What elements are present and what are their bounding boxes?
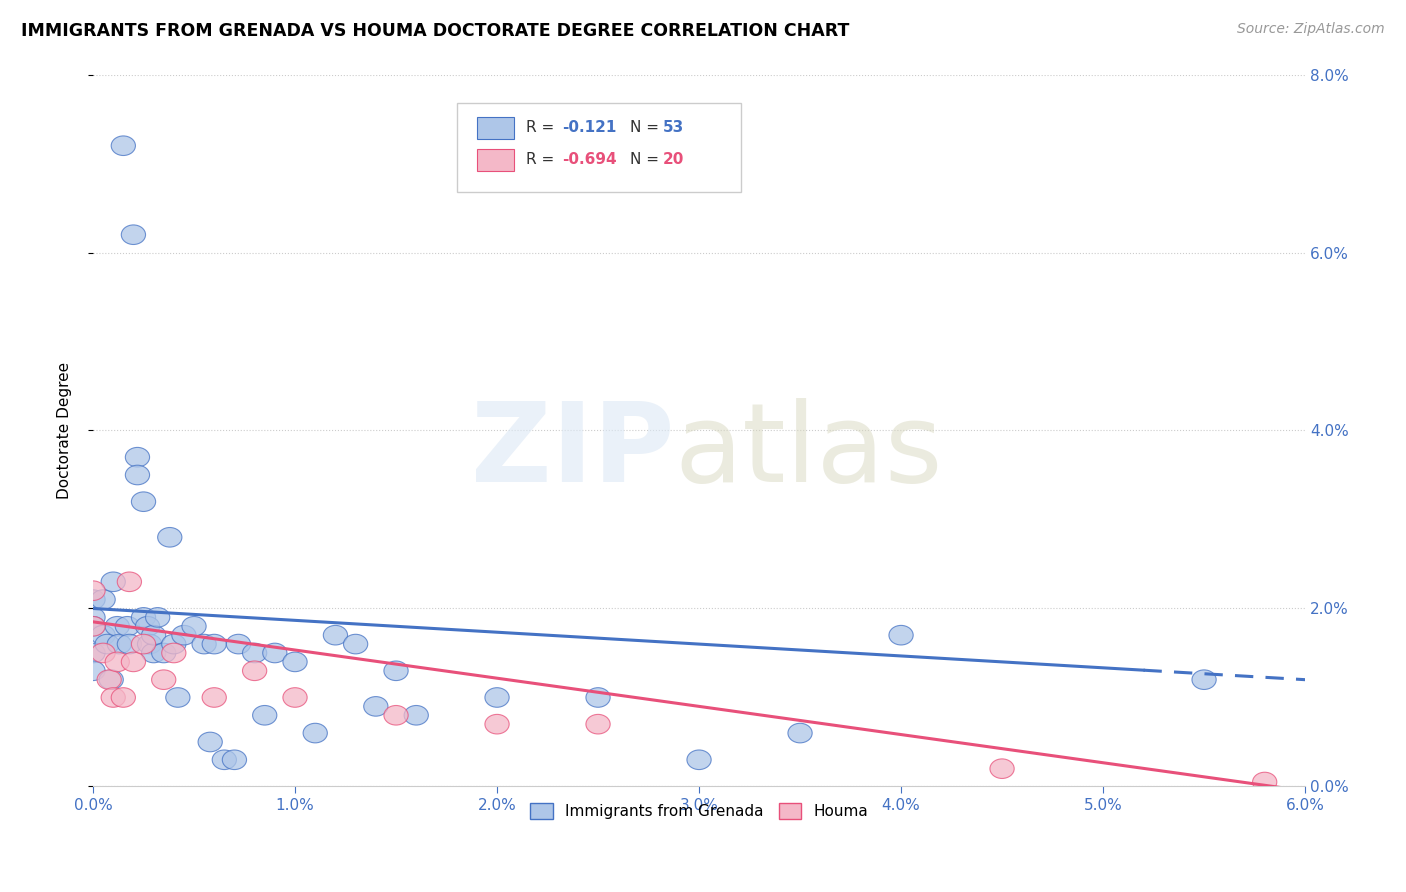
Ellipse shape (212, 750, 236, 770)
Ellipse shape (990, 759, 1014, 779)
Text: R =: R = (526, 120, 558, 136)
Text: atlas: atlas (675, 399, 943, 506)
Ellipse shape (96, 634, 120, 654)
Ellipse shape (135, 616, 160, 636)
Text: R =: R = (526, 153, 558, 168)
Legend: Immigrants from Grenada, Houma: Immigrants from Grenada, Houma (523, 797, 875, 825)
Ellipse shape (125, 466, 149, 484)
FancyBboxPatch shape (477, 149, 513, 170)
Ellipse shape (202, 688, 226, 707)
Ellipse shape (404, 706, 429, 725)
Ellipse shape (181, 616, 207, 636)
Ellipse shape (82, 643, 105, 663)
Ellipse shape (242, 661, 267, 681)
Ellipse shape (82, 581, 105, 600)
Text: Source: ZipAtlas.com: Source: ZipAtlas.com (1237, 22, 1385, 37)
Ellipse shape (142, 625, 166, 645)
Ellipse shape (125, 448, 149, 467)
Ellipse shape (131, 491, 156, 511)
Ellipse shape (82, 661, 105, 681)
Ellipse shape (198, 732, 222, 752)
Ellipse shape (283, 652, 307, 672)
Text: IMMIGRANTS FROM GRENADA VS HOUMA DOCTORATE DEGREE CORRELATION CHART: IMMIGRANTS FROM GRENADA VS HOUMA DOCTORA… (21, 22, 849, 40)
Ellipse shape (138, 634, 162, 654)
Ellipse shape (222, 750, 246, 770)
Ellipse shape (98, 670, 124, 690)
Ellipse shape (82, 607, 105, 627)
Ellipse shape (111, 688, 135, 707)
Ellipse shape (115, 616, 139, 636)
Ellipse shape (1253, 772, 1277, 792)
Text: -0.694: -0.694 (562, 153, 617, 168)
Ellipse shape (101, 572, 125, 591)
FancyBboxPatch shape (477, 117, 513, 138)
Ellipse shape (152, 670, 176, 690)
Ellipse shape (1192, 670, 1216, 690)
Ellipse shape (97, 670, 121, 690)
Ellipse shape (787, 723, 813, 743)
Text: ZIP: ZIP (471, 399, 675, 506)
Ellipse shape (162, 634, 186, 654)
Text: -0.121: -0.121 (562, 120, 616, 136)
Ellipse shape (485, 688, 509, 707)
Ellipse shape (91, 643, 115, 663)
Ellipse shape (304, 723, 328, 743)
Ellipse shape (253, 706, 277, 725)
Text: N =: N = (630, 153, 664, 168)
Ellipse shape (364, 697, 388, 716)
Ellipse shape (91, 590, 115, 609)
Ellipse shape (162, 643, 186, 663)
Ellipse shape (226, 634, 250, 654)
Text: 20: 20 (662, 153, 685, 168)
Ellipse shape (107, 634, 131, 654)
Ellipse shape (384, 706, 408, 725)
Ellipse shape (121, 652, 146, 672)
Ellipse shape (142, 643, 166, 663)
Ellipse shape (91, 625, 115, 645)
Ellipse shape (117, 572, 142, 591)
Ellipse shape (586, 714, 610, 734)
Ellipse shape (105, 652, 129, 672)
Text: N =: N = (630, 120, 664, 136)
Ellipse shape (131, 607, 156, 627)
Ellipse shape (166, 688, 190, 707)
Ellipse shape (121, 225, 146, 244)
Ellipse shape (82, 616, 105, 636)
Ellipse shape (172, 625, 195, 645)
Ellipse shape (105, 616, 129, 636)
Ellipse shape (323, 625, 347, 645)
Ellipse shape (688, 750, 711, 770)
Ellipse shape (111, 136, 135, 155)
Y-axis label: Doctorate Degree: Doctorate Degree (58, 362, 72, 499)
Ellipse shape (889, 625, 912, 645)
Ellipse shape (117, 634, 142, 654)
Ellipse shape (82, 616, 105, 636)
Ellipse shape (343, 634, 368, 654)
Ellipse shape (485, 714, 509, 734)
Ellipse shape (131, 634, 156, 654)
Ellipse shape (263, 643, 287, 663)
Ellipse shape (283, 688, 307, 707)
Ellipse shape (146, 607, 170, 627)
Ellipse shape (157, 527, 181, 547)
FancyBboxPatch shape (457, 103, 741, 192)
Ellipse shape (384, 661, 408, 681)
Ellipse shape (202, 634, 226, 654)
Ellipse shape (101, 688, 125, 707)
Text: 53: 53 (662, 120, 683, 136)
Ellipse shape (82, 590, 105, 609)
Ellipse shape (586, 688, 610, 707)
Ellipse shape (152, 643, 176, 663)
Ellipse shape (242, 643, 267, 663)
Ellipse shape (193, 634, 217, 654)
